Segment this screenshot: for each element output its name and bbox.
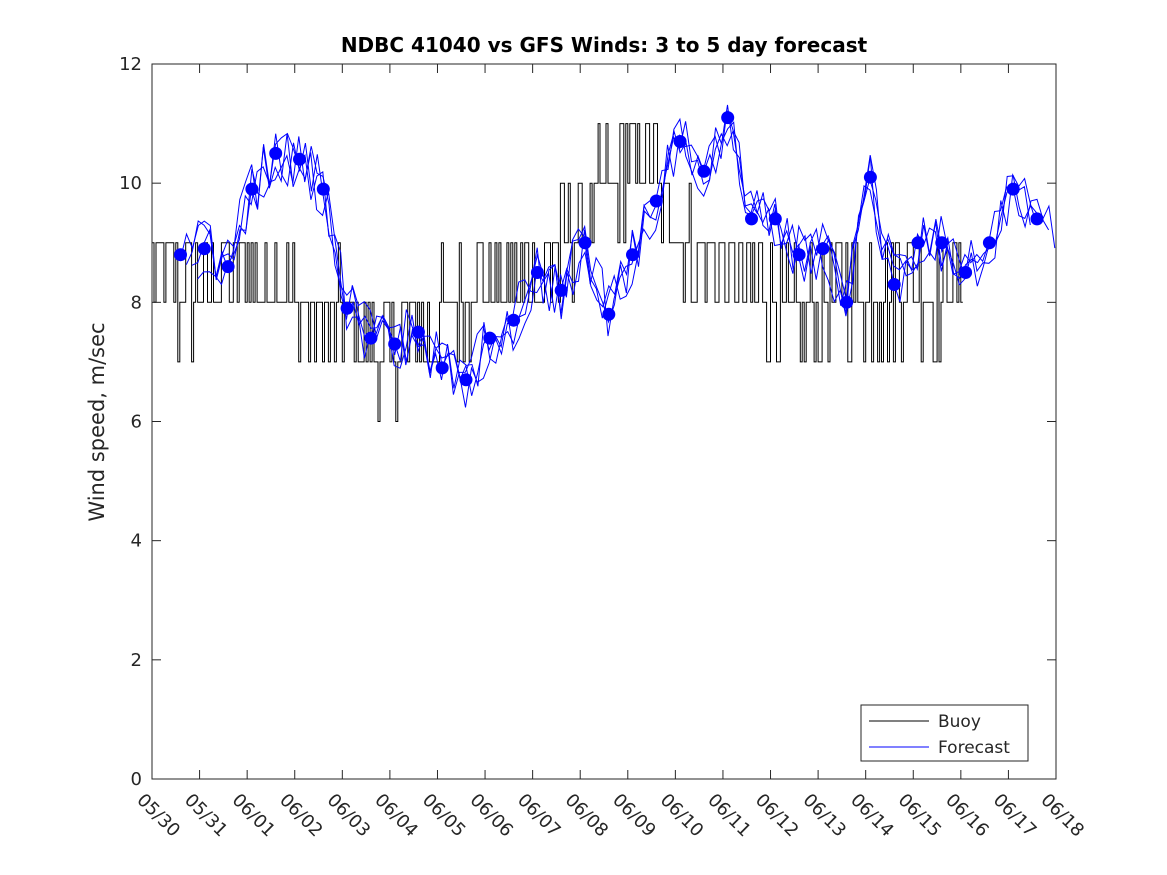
forecast-point bbox=[721, 111, 734, 124]
y-axis-label: Wind speed, m/sec bbox=[85, 322, 109, 521]
forecast-point bbox=[245, 183, 258, 196]
forecast-point bbox=[745, 212, 758, 225]
legend-entry-forecast: Forecast bbox=[938, 738, 1010, 758]
y-tick-label: 2 bbox=[131, 650, 142, 671]
forecast-point bbox=[769, 212, 782, 225]
forecast-point bbox=[269, 147, 282, 160]
forecast-point bbox=[626, 248, 639, 261]
forecast-point bbox=[674, 135, 687, 148]
y-tick-label: 6 bbox=[131, 412, 142, 433]
forecast-point bbox=[364, 332, 377, 345]
forecast-point bbox=[1031, 212, 1044, 225]
legend: Buoy Forecast bbox=[861, 705, 1028, 761]
wind-speed-chart: NDBC 41040 vs GFS Winds: 3 to 5 day fore… bbox=[0, 0, 1167, 875]
forecast-point bbox=[483, 332, 496, 345]
forecast-point bbox=[912, 236, 925, 249]
forecast-point bbox=[341, 302, 354, 315]
forecast-point bbox=[293, 153, 306, 166]
forecast-point bbox=[317, 183, 330, 196]
forecast-point bbox=[983, 236, 996, 249]
forecast-point bbox=[650, 195, 663, 208]
forecast-point bbox=[1007, 183, 1020, 196]
forecast-point bbox=[840, 296, 853, 309]
forecast-point bbox=[793, 248, 806, 261]
y-tick-label: 0 bbox=[131, 769, 142, 790]
forecast-point bbox=[460, 373, 473, 386]
forecast-point bbox=[697, 165, 710, 178]
forecast-point bbox=[531, 266, 544, 279]
forecast-point bbox=[888, 278, 901, 291]
forecast-point bbox=[412, 326, 425, 339]
y-tick-label: 8 bbox=[131, 292, 142, 313]
forecast-point bbox=[198, 242, 211, 255]
forecast-point bbox=[436, 361, 449, 374]
forecast-point bbox=[959, 266, 972, 279]
chart-title: NDBC 41040 vs GFS Winds: 3 to 5 day fore… bbox=[341, 33, 868, 57]
y-tick-label: 10 bbox=[119, 173, 142, 194]
legend-entry-buoy: Buoy bbox=[938, 712, 981, 732]
forecast-point bbox=[222, 260, 235, 273]
forecast-point bbox=[935, 236, 948, 249]
forecast-point bbox=[507, 314, 520, 327]
forecast-point bbox=[816, 242, 829, 255]
forecast-point bbox=[579, 236, 592, 249]
forecast-point bbox=[864, 171, 877, 184]
forecast-point bbox=[388, 338, 401, 351]
y-tick-label: 12 bbox=[119, 54, 142, 75]
forecast-point bbox=[602, 308, 615, 321]
forecast-point bbox=[555, 284, 568, 297]
y-tick-label: 4 bbox=[131, 531, 142, 552]
forecast-point bbox=[174, 248, 187, 261]
